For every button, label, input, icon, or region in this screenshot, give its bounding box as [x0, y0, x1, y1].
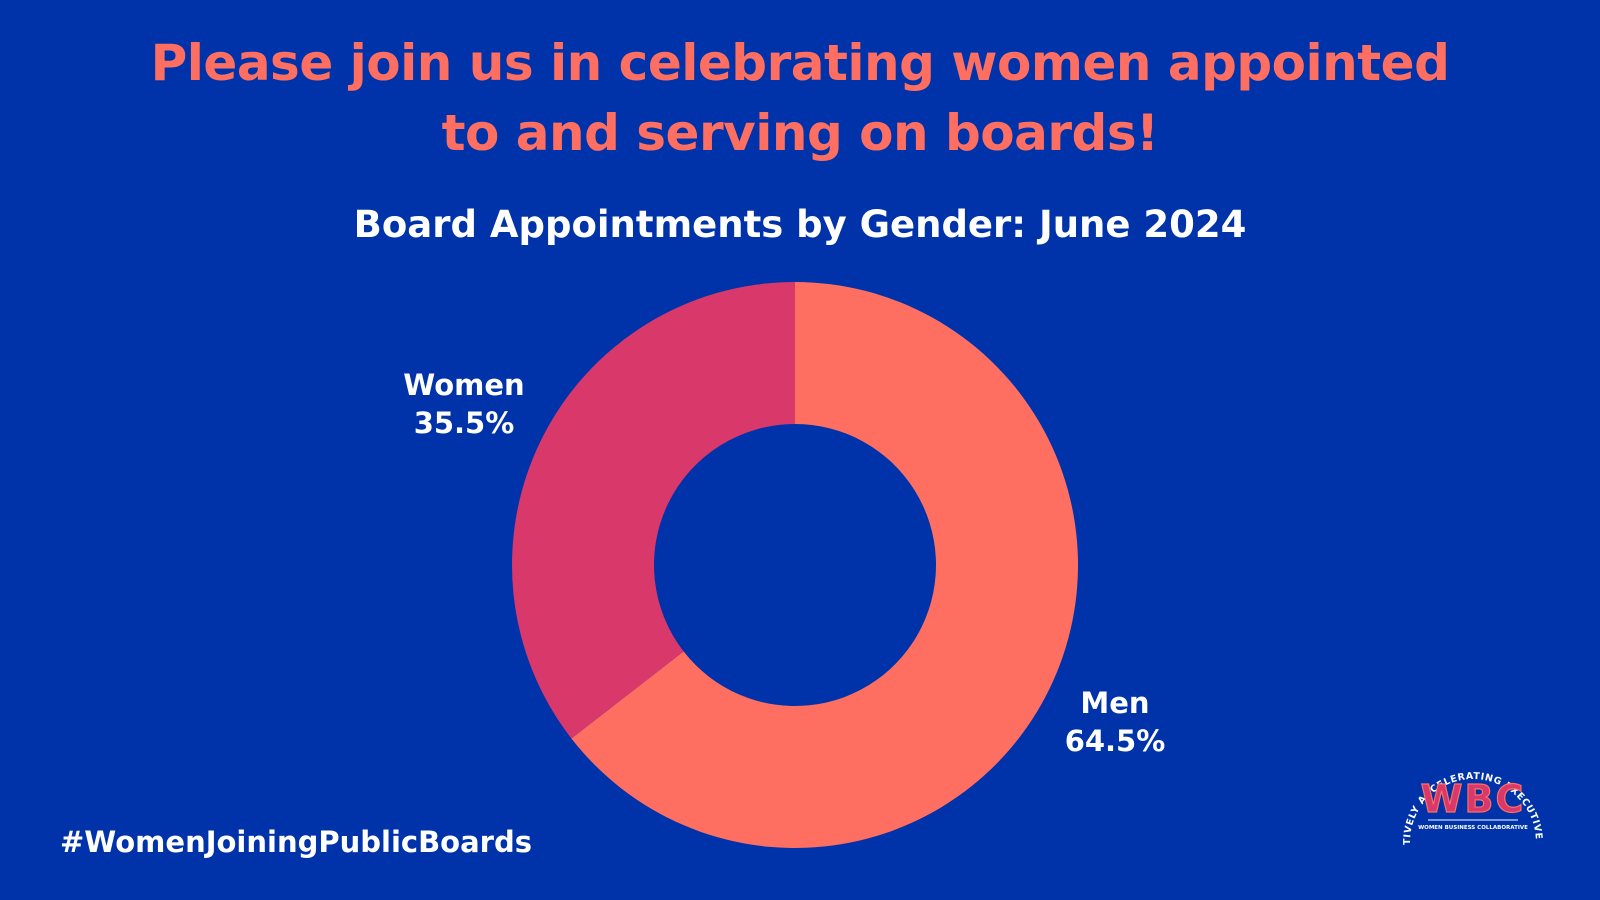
- wbc-logo: COLLECTIVELY ACCELERATING EXECUTIVE WOME…: [1388, 730, 1543, 845]
- logo-letters: WBC: [1421, 777, 1526, 821]
- donut-slice-men: [571, 282, 1078, 848]
- logo-subtitle: WOMEN BUSINESS COLLABORATIVE: [1418, 825, 1528, 831]
- slice-label-men: Men 64.5%: [1025, 684, 1205, 760]
- headline: Please join us in celebrating women appo…: [0, 28, 1600, 168]
- slice-value-men: 64.5%: [1064, 724, 1166, 758]
- hashtag: #WomenJoiningPublicBoards: [60, 825, 533, 859]
- donut-slice-women: [511, 282, 795, 739]
- slice-name-women: Women: [403, 368, 525, 402]
- slice-label-women: Women 35.5%: [374, 366, 554, 442]
- donut-slices: [511, 282, 1078, 848]
- chart-title: Board Appointments by Gender: June 2024: [353, 203, 1247, 246]
- slice-value-women: 35.5%: [413, 406, 515, 440]
- slice-name-men: Men: [1080, 686, 1150, 720]
- headline-line-2: to and serving on boards!: [441, 104, 1159, 162]
- headline-line-1: Please join us in celebrating women appo…: [150, 34, 1450, 92]
